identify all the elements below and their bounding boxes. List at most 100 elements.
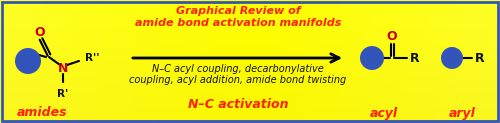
Bar [130,0,131,123]
Bar [290,0,291,123]
Text: O: O [386,30,398,43]
Bar [197,0,198,123]
Bar [204,0,205,123]
Bar [56,0,57,123]
Text: O: O [34,26,46,39]
Bar [76,0,77,123]
Bar [44,0,45,123]
Bar [114,0,115,123]
Bar [15,0,16,123]
Bar [0,45,500,46]
Bar [168,0,169,123]
Bar [448,0,449,123]
Bar [0,3,500,4]
Bar [366,0,367,123]
Bar [149,0,150,123]
Bar [0,9,500,10]
Bar [190,0,191,123]
Bar [0,93,500,94]
Bar [312,0,313,123]
Bar [0,4,500,5]
Bar [378,0,379,123]
Bar [276,0,277,123]
Bar [0,63,500,64]
Bar [442,0,443,123]
Bar [79,0,80,123]
Bar [0,25,500,26]
Bar [0,121,500,122]
Bar [0,7,500,8]
Bar [25,0,26,123]
Bar [0,0,500,1]
Bar [490,0,491,123]
Bar [172,0,173,123]
Bar [75,0,76,123]
Bar [14,0,15,123]
Bar [386,0,387,123]
Bar [364,0,365,123]
Bar [272,0,273,123]
Bar [0,46,500,47]
Bar [294,0,295,123]
Bar [18,0,19,123]
Bar [11,0,12,123]
Bar [55,0,56,123]
Bar [411,0,412,123]
Bar [492,0,493,123]
Bar [186,0,187,123]
Bar [0,60,500,61]
Bar [243,0,244,123]
Bar [261,0,262,123]
Bar [31,0,32,123]
Bar [350,0,351,123]
Bar [60,0,61,123]
Bar [0,35,500,36]
Bar [211,0,212,123]
Bar [388,0,389,123]
Bar [144,0,145,123]
Bar [459,0,460,123]
Bar [371,0,372,123]
Bar [157,0,158,123]
Bar [143,0,144,123]
Bar [324,0,325,123]
Bar [263,0,264,123]
Bar [0,50,500,51]
Bar [456,0,457,123]
Bar [399,0,400,123]
Bar [160,0,161,123]
Bar [362,0,363,123]
Bar [122,0,123,123]
Bar [210,0,211,123]
Bar [232,0,233,123]
Bar [445,0,446,123]
Bar [0,52,500,53]
Bar [360,0,361,123]
Bar [379,0,380,123]
Bar [0,76,500,77]
Bar [256,0,257,123]
Bar [0,119,500,120]
Text: acyl: acyl [370,107,398,120]
Bar [463,0,464,123]
Bar [239,0,240,123]
Bar [58,0,59,123]
Bar [99,0,100,123]
Bar [498,0,499,123]
Bar [128,0,129,123]
Bar [280,0,281,123]
Bar [234,0,235,123]
Bar [0,87,500,88]
Bar [113,0,114,123]
Bar [155,0,156,123]
Text: coupling, acyl addition, amide bond twisting: coupling, acyl addition, amide bond twis… [130,75,346,85]
Bar [191,0,192,123]
Bar [0,27,500,28]
Bar [0,83,500,84]
Bar [0,10,500,11]
Bar [365,0,366,123]
Bar [0,44,500,45]
Bar [486,0,487,123]
Bar [274,0,275,123]
Bar [21,0,22,123]
